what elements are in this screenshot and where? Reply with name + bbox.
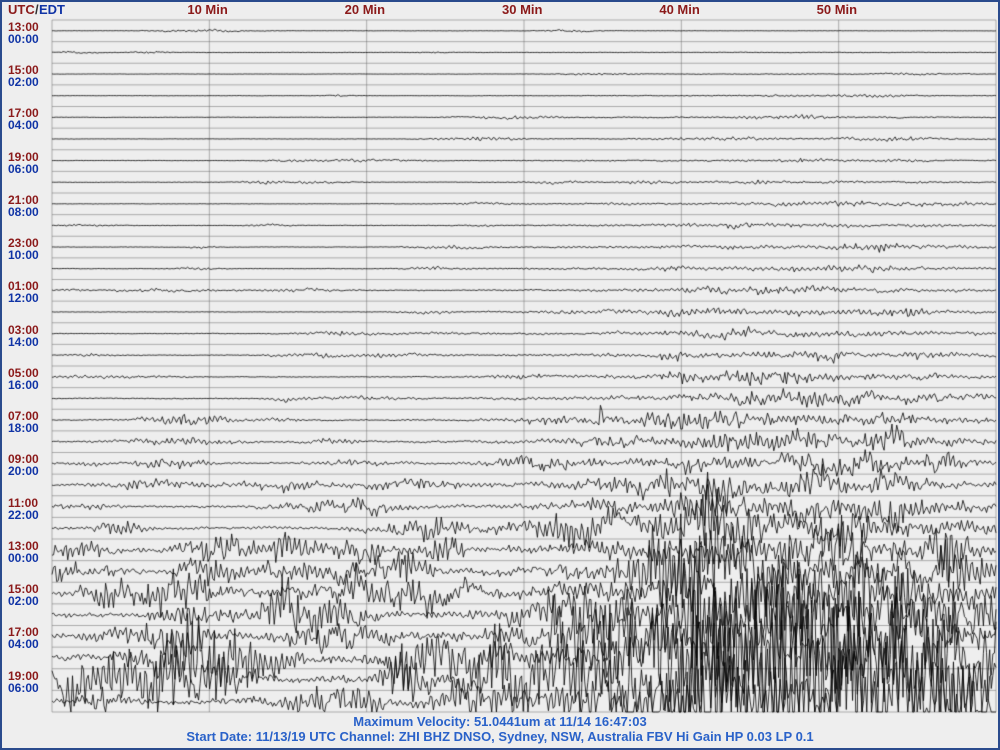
time-label-edt: 06:00 xyxy=(8,163,39,175)
minute-label: 50 Min xyxy=(817,2,857,17)
time-label-edt: 00:00 xyxy=(8,33,39,45)
time-label-edt: 10:00 xyxy=(8,249,39,261)
header-utc-label: UTC xyxy=(8,2,35,17)
time-label-utc: 21:00 xyxy=(8,194,39,206)
time-label-edt: 16:00 xyxy=(8,379,39,391)
minute-label: 20 Min xyxy=(345,2,385,17)
time-label-utc: 11:00 xyxy=(8,497,38,509)
time-label-utc: 19:00 xyxy=(8,151,39,163)
time-label-edt: 18:00 xyxy=(8,422,39,434)
time-label-edt: 04:00 xyxy=(8,119,39,131)
time-label-utc: 05:00 xyxy=(8,367,39,379)
footer: Maximum Velocity: 51.0441um at 11/14 16:… xyxy=(2,714,998,744)
time-label-edt: 12:00 xyxy=(8,292,39,304)
time-label-utc: 13:00 xyxy=(8,21,39,33)
footer-line-1: Maximum Velocity: 51.0441um at 11/14 16:… xyxy=(2,714,998,729)
time-label-edt: 02:00 xyxy=(8,76,39,88)
header-edt-label: EDT xyxy=(39,2,65,17)
time-label-edt: 04:00 xyxy=(8,638,39,650)
time-label-edt: 22:00 xyxy=(8,509,39,521)
time-label-edt: 02:00 xyxy=(8,595,39,607)
time-label-edt: 06:00 xyxy=(8,682,39,694)
minute-label: 30 Min xyxy=(502,2,542,17)
helicorder-chart: UTC / EDT 10 Min20 Min30 Min40 Min50 Min… xyxy=(0,0,1000,750)
time-label-utc: 13:00 xyxy=(8,540,39,552)
helicorder-canvas xyxy=(2,2,1000,750)
time-label-utc: 19:00 xyxy=(8,670,39,682)
time-label-edt: 08:00 xyxy=(8,206,39,218)
time-label-edt: 14:00 xyxy=(8,336,39,348)
minute-label: 10 Min xyxy=(187,2,227,17)
time-label-edt: 00:00 xyxy=(8,552,39,564)
time-label-utc: 03:00 xyxy=(8,324,39,336)
minute-label: 40 Min xyxy=(659,2,699,17)
time-label-edt: 20:00 xyxy=(8,465,39,477)
footer-line-2: Start Date: 11/13/19 UTC Channel: ZHI BH… xyxy=(2,729,998,744)
